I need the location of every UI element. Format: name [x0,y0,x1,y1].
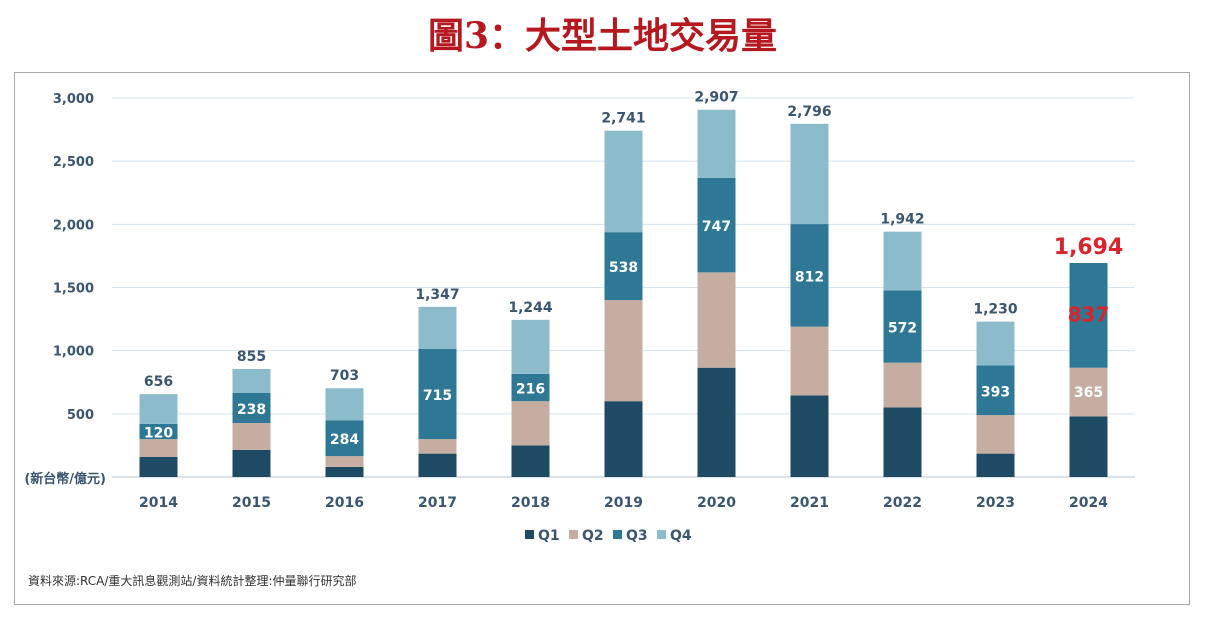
bar-segment-q2-2022 [883,362,922,408]
y-tick-label: 500 [67,408,94,423]
bar-segment-q1-2014 [139,456,178,477]
legend-label-q1: Q1 [538,528,560,544]
bar-segment-q2-2021 [790,326,829,396]
bar-segment-q1-2017 [418,453,457,477]
bar-segment-q4-2016 [325,388,364,421]
legend-swatch-q3 [613,530,622,539]
legend-swatch-q4 [657,530,666,539]
bar-segment-q4-2018 [511,319,550,374]
q3-value-label: 572 [888,321,917,337]
bar-segment-q1-2016 [325,466,364,477]
bar-segment-q3-2021 [790,224,829,327]
bar-segment-q3-2024 [1069,262,1108,368]
y-tick-label: 1,500 [53,282,94,297]
bar-segment-q1-2015 [232,449,271,477]
q3-value-label: 393 [981,384,1010,400]
total-label: 1,694 [1054,235,1124,260]
bar-segment-q2-2020 [697,272,736,368]
total-label: 1,244 [508,300,553,316]
x-tick-label: 2016 [325,495,364,511]
total-label: 2,796 [787,104,831,120]
bar-segment-q4-2020 [697,109,736,178]
total-label: 703 [330,368,359,384]
x-tick-label: 2019 [604,495,643,511]
y-unit-label: (新台幣/億元) [24,471,106,487]
bar-segment-q2-2014 [139,439,178,457]
bar-segment-q1-2020 [697,367,736,477]
bar-segment-q1-2018 [511,445,550,477]
y-tick-label: 2,500 [53,155,94,170]
legend-label-q4: Q4 [670,528,692,544]
bar-segment-q2-2017 [418,439,457,454]
bar-segment-q1-2022 [883,407,922,477]
total-label: 855 [237,349,266,365]
bar-segment-q4-2022 [883,231,922,291]
x-tick-label: 2024 [1069,495,1108,511]
bar-segment-q1-2021 [790,395,829,477]
chart-title: 圖3：大型土地交易量 [427,15,778,57]
bar-segment-q3-2017 [418,348,457,440]
q3-value-label: 747 [702,219,731,235]
x-tick-label: 2023 [976,495,1015,511]
legend-swatch-q2 [569,530,578,539]
q3-value-label: 812 [795,269,824,285]
bar-segment-q4-2015 [232,368,271,393]
bar-segment-q2-2019 [604,300,643,402]
x-tick-label: 2015 [232,495,271,511]
q3-value-label: 238 [237,402,266,418]
y-tick-label: 3,000 [53,92,94,107]
x-tick-label: 2020 [697,495,736,511]
bar-segment-q3-2019 [604,232,643,301]
bar-segment-q2-2023 [976,415,1015,454]
x-tick-label: 2021 [790,495,829,511]
q3-value-label: 837 [1068,302,1110,326]
bar-segment-q3-2014 [139,423,178,440]
bar-segment-q1-2024 [1069,416,1108,477]
total-label: 1,347 [415,287,459,303]
bar-segment-q3-2020 [697,177,736,273]
q3-value-label: 216 [516,382,545,398]
bar-segment-q3-2022 [883,290,922,363]
total-label: 2,741 [601,111,645,127]
bar-segment-q2-2016 [325,456,364,467]
source-note: 資料來源:RCA/重大訊息觀測站/資料統計整理:仲量聯行研究部 [28,574,357,588]
bar-segment-q4-2019 [604,130,643,233]
q2-value-label: 365 [1074,385,1103,401]
q3-value-label: 284 [330,432,359,448]
bar-segment-q4-2023 [976,321,1015,366]
total-label: 656 [144,374,173,390]
x-tick-label: 2014 [139,495,178,511]
bar-segment-q3-2016 [325,420,364,457]
bar-segment-q4-2021 [790,123,829,225]
q3-value-label: 538 [609,260,638,276]
total-label: 2,907 [694,90,738,106]
q3-value-label: 715 [423,388,452,404]
total-label: 1,942 [880,212,924,228]
bar-segment-q1-2023 [976,453,1015,477]
legend-label-q2: Q2 [582,528,604,544]
bar-segment-q2-2018 [511,401,550,446]
bar-segment-q2-2015 [232,423,271,450]
q3-value-label: 120 [144,426,173,442]
y-tick-label: 1,000 [53,345,94,360]
x-tick-label: 2017 [418,495,457,511]
chart-frame [14,72,1190,605]
bar-segment-q1-2019 [604,401,643,477]
bar-segment-q2-2024 [1069,367,1108,417]
y-tick-label: 2,000 [53,218,94,233]
x-tick-label: 2022 [883,495,922,511]
bar-segment-q4-2014 [139,394,178,424]
bar-segment-q3-2015 [232,392,271,424]
legend-label-q3: Q3 [626,528,648,544]
bar-segment-q4-2017 [418,306,457,349]
x-tick-label: 2018 [511,495,550,511]
bar-segment-q3-2023 [976,365,1015,416]
bar-segment-q3-2018 [511,373,550,402]
total-label: 1,230 [973,302,1018,318]
legend-swatch-q1 [525,530,534,539]
